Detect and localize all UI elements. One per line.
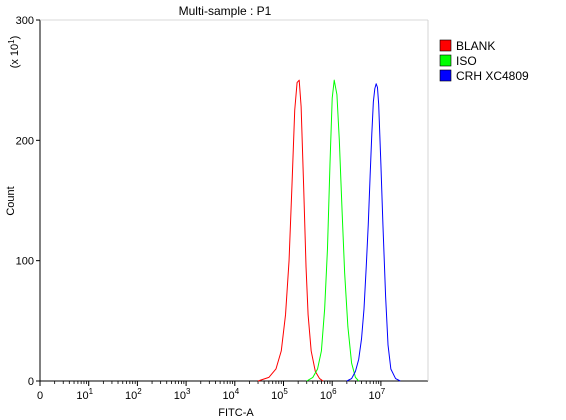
chart-title: Multi-sample : P1	[179, 4, 272, 18]
x-tick-label: 106	[320, 387, 337, 402]
y-axis-label: Count	[5, 186, 17, 215]
x-tick-label: 103	[174, 387, 191, 402]
y-multiplier-exponent: 1	[7, 39, 16, 44]
x-tick-base: 10	[222, 390, 234, 402]
series-line-crh-xc4809	[346, 83, 401, 382]
y-multiplier-suffix: )	[9, 36, 21, 40]
x-tick-label: 107	[369, 387, 386, 402]
x-axis-label: FITC-A	[218, 407, 254, 419]
legend-label: CRH XC4809	[456, 69, 529, 83]
x-tick-exponent: 2	[137, 387, 142, 396]
series-line-blank	[257, 79, 324, 382]
x-tick-base: 10	[125, 390, 137, 402]
x-tick-exponent: 5	[283, 387, 288, 396]
x-tick-label: 105	[271, 387, 288, 402]
x-tick-exponent: 4	[235, 387, 240, 396]
x-tick-exponent: 6	[332, 387, 337, 396]
x-tick-label: 101	[76, 387, 93, 402]
x-tick-exponent: 3	[186, 387, 191, 396]
x-tick-base: 10	[320, 390, 332, 402]
series-line-iso	[306, 79, 360, 382]
y-tick-label: 100	[16, 256, 34, 268]
y-axis-multiplier: (x 101)	[7, 36, 21, 69]
y-multiplier-prefix: (x 10	[9, 44, 21, 68]
legend-label: ISO	[456, 54, 477, 68]
x-axis-ticks: 0 101 102 103 104 105 106 107	[37, 381, 386, 402]
x-tick-base: 10	[369, 390, 381, 402]
x-tick-exponent: 1	[89, 387, 94, 396]
y-tick-label: 300	[16, 15, 34, 27]
x-tick-label: 102	[125, 387, 142, 402]
x-tick-label: 0	[37, 390, 43, 402]
x-tick-label: 104	[222, 387, 239, 402]
svg-text:(x 101): (x 101)	[7, 36, 21, 69]
y-axis-ticks: 0 100 200 300	[16, 15, 40, 388]
legend-swatch	[439, 69, 452, 82]
legend-swatch	[439, 39, 452, 52]
x-tick-base: 10	[174, 390, 186, 402]
series-layer	[257, 79, 401, 382]
legend-swatch	[439, 54, 452, 67]
plot-frame	[39, 19, 429, 382]
x-tick-exponent: 7	[381, 387, 386, 396]
x-tick-base: 10	[271, 390, 283, 402]
y-tick-label: 0	[28, 376, 34, 388]
legend-label: BLANK	[456, 39, 495, 53]
y-tick-label: 200	[16, 135, 34, 147]
x-tick-base: 0	[37, 390, 43, 402]
x-tick-base: 10	[76, 390, 88, 402]
